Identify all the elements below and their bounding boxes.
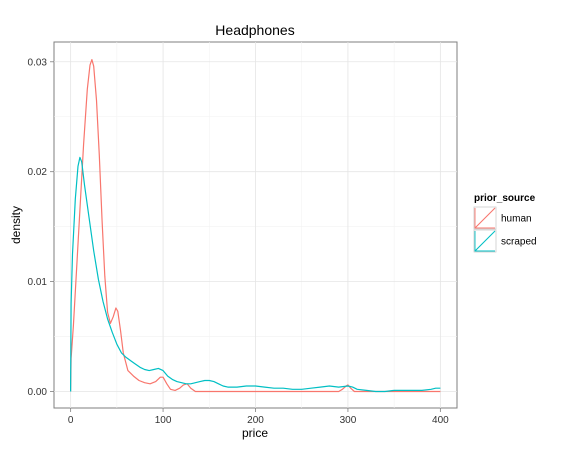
legend-label-scraped: scraped: [501, 237, 537, 248]
legend-label-human: human: [501, 214, 532, 225]
legend-key-human-diagonal: [474, 207, 496, 229]
x-tick-label: 100: [155, 415, 172, 426]
grid-lines: [54, 42, 457, 408]
legend-title: prior_source: [474, 193, 536, 204]
x-tick-label: 200: [247, 415, 264, 426]
legend-keys: human scraped: [473, 206, 537, 253]
legend-key-human-outline: [474, 208, 495, 229]
series-scraped-line: [70, 156, 441, 393]
x-tick-label: 300: [340, 415, 357, 426]
y-tick-label: 0.02: [28, 167, 48, 178]
legend: prior_source human scraped: [473, 193, 537, 253]
x-tick-label: 0: [68, 415, 74, 426]
x-axis-title: price: [242, 426, 268, 440]
chart-title: Headphones: [215, 22, 294, 38]
axis-ticks: 0 100 200 300 400 0.00 0.01 0.02 0.03: [28, 57, 450, 426]
y-tick-label: 0.01: [28, 277, 48, 288]
x-tick-label: 400: [432, 415, 449, 426]
series-human-line: [70, 58, 441, 393]
legend-key-scraped-diagonal: [474, 230, 496, 252]
series-lines: [70, 58, 441, 393]
legend-key-scraped-outline: [474, 231, 495, 252]
y-tick-label: 0.00: [28, 387, 48, 398]
y-axis-title: density: [9, 206, 23, 244]
y-tick-label: 0.03: [28, 57, 48, 68]
